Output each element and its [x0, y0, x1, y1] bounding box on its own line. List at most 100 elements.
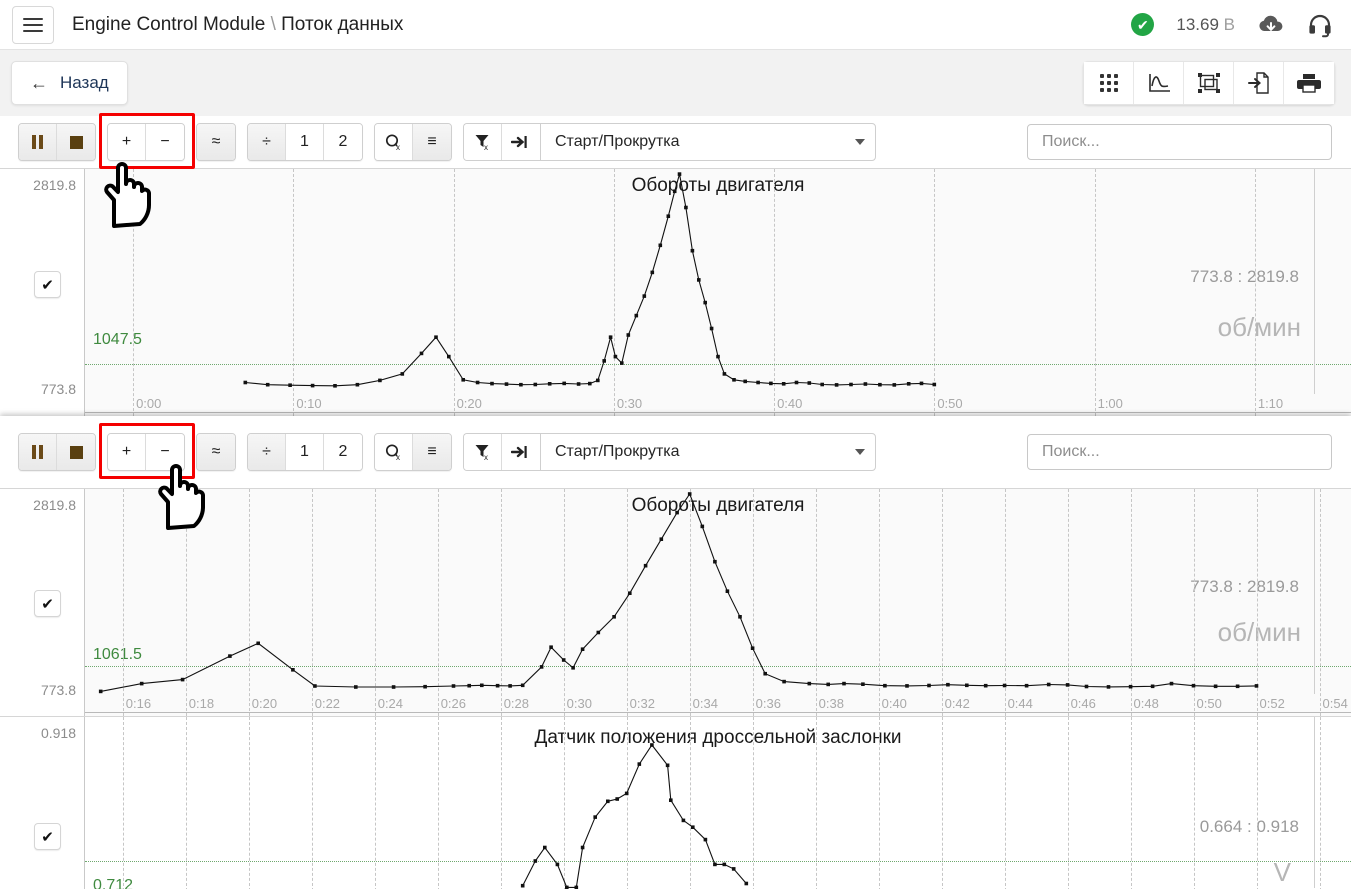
scale-2-button[interactable]: 2 — [324, 434, 362, 470]
threshold-line — [85, 665, 1351, 667]
stop-icon — [69, 135, 83, 149]
panel2-toolbar: + − ≈ ÷ 1 2 x — [0, 416, 1351, 488]
panel2-tps-series-checkbox[interactable]: ✔ — [34, 823, 61, 850]
mode-dropdown-value: Старт/Прокрутка — [555, 133, 680, 150]
panel1-unit-label: об/мин — [1217, 312, 1301, 342]
search-placeholder: Поиск... — [1042, 443, 1100, 460]
x-axis-tick: 0:16 — [125, 696, 152, 711]
chart-panel-2: + − ≈ ÷ 1 2 x — [0, 416, 1351, 889]
filter-clear-button[interactable]: x — [464, 124, 502, 160]
gridline-vertical — [1067, 717, 1069, 889]
zoom-out-button[interactable]: − — [146, 124, 184, 160]
gridline-vertical — [133, 169, 135, 416]
panel1-zoom-wrap: + − — [99, 113, 195, 169]
gridline-vertical — [563, 489, 565, 716]
mode-dropdown[interactable]: Старт/Прокрутка — [540, 433, 876, 471]
gridline-vertical — [374, 489, 376, 716]
fit-frame-icon[interactable] — [1184, 62, 1234, 104]
panel2-rpm-series-checkbox[interactable]: ✔ — [34, 590, 61, 617]
jump-to-end-button[interactable] — [502, 124, 540, 160]
gridline-vertical — [311, 489, 313, 716]
panel2-misc-group: x ≡ — [374, 433, 452, 471]
back-button[interactable]: ← Назад — [11, 61, 128, 105]
approximate-button[interactable]: ≈ — [197, 434, 235, 470]
gridline-vertical — [293, 169, 295, 416]
panel1-y-axis: 2819.8 773.8 ✔ — [0, 169, 85, 416]
breadcrumb-separator: \ — [270, 13, 276, 35]
status-area: ✔ 13.69 В — [1131, 12, 1351, 38]
list-menu-button[interactable]: ≡ — [413, 124, 451, 160]
hamburger-icon[interactable] — [12, 5, 54, 44]
approximate-button[interactable]: ≈ — [197, 124, 235, 160]
gridline-vertical — [185, 489, 187, 716]
headset-icon[interactable] — [1307, 12, 1333, 38]
filter-clear-button[interactable]: x — [464, 434, 502, 470]
panel2-zoom-group: + − — [107, 433, 185, 471]
x-axis-tick: 0:48 — [1133, 696, 1159, 711]
graph-view-icon[interactable] — [1134, 62, 1184, 104]
panel1-series-checkbox[interactable]: ✔ — [34, 271, 61, 298]
voltage-value: 13.69 — [1176, 14, 1219, 34]
panel2-tps-unit-label: V — [1273, 857, 1291, 887]
search-input[interactable]: Поиск... — [1027, 124, 1332, 160]
gridline-vertical — [878, 717, 880, 889]
panel1-approx-group: ≈ — [196, 123, 236, 161]
panel2-tps-ymax-label: 0.918 — [40, 725, 76, 741]
scale-1-button[interactable]: 1 — [286, 124, 324, 160]
svg-text:x: x — [484, 453, 488, 461]
pause-button[interactable] — [19, 434, 57, 470]
x-axis-tick: 0:28 — [503, 696, 529, 711]
panel1-filter-buttons: x — [463, 123, 540, 161]
panel2-tps-plot[interactable]: Датчик положения дроссельной заслонки 0.… — [85, 717, 1351, 889]
gridline-vertical — [1193, 489, 1195, 716]
check-circle-icon: ✔ — [1131, 13, 1155, 36]
x-axis-tick: 0:44 — [1007, 696, 1033, 711]
panel1-ymax-label: 2819.8 — [33, 177, 76, 193]
grid-view-icon[interactable] — [1084, 62, 1134, 104]
panel2-scale-group: ÷ 1 2 — [247, 433, 363, 471]
stop-button[interactable] — [57, 124, 95, 160]
x-axis-tick: 0:40 — [881, 696, 907, 711]
pause-button[interactable] — [19, 124, 57, 160]
gridline-vertical — [248, 489, 250, 716]
x-axis-tick: 0:30 — [566, 696, 592, 711]
divide-button[interactable]: ÷ — [248, 124, 286, 160]
zoom-in-button[interactable]: + — [108, 434, 146, 470]
zoom-in-button[interactable]: + — [108, 124, 146, 160]
gridline-vertical — [1319, 717, 1321, 889]
panel1-plot[interactable]: Обороты двигателя 773.8 : 2819.8 об/мин … — [85, 169, 1351, 416]
gridline-vertical — [437, 717, 439, 889]
jump-to-end-button[interactable] — [502, 434, 540, 470]
stop-button[interactable] — [57, 434, 95, 470]
x-axis-tick: 0:30 — [616, 396, 643, 411]
clear-data-button[interactable]: x — [375, 124, 413, 160]
mode-dropdown[interactable]: Старт/Прокрутка — [540, 123, 876, 161]
zoom-out-button[interactable]: − — [146, 434, 184, 470]
voltage-unit: В — [1223, 14, 1235, 34]
x-axis-tick: 0:42 — [944, 696, 970, 711]
gridline-vertical — [1130, 489, 1132, 716]
svg-text:x: x — [484, 143, 488, 151]
gridline-vertical — [1004, 717, 1006, 889]
x-axis-tick: 1:10 — [1257, 396, 1284, 411]
scale-1-button[interactable]: 1 — [286, 434, 324, 470]
scale-2-button[interactable]: 2 — [324, 124, 362, 160]
panel1-chart-row: 2819.8 773.8 ✔ Обороты двигателя 773.8 :… — [0, 168, 1351, 416]
x-axis-tick: 0:32 — [629, 696, 655, 711]
print-icon[interactable] — [1284, 62, 1334, 104]
x-axis-tick: 0:40 — [777, 396, 803, 411]
list-menu-button[interactable]: ≡ — [413, 434, 451, 470]
search-input[interactable]: Поиск... — [1027, 434, 1332, 470]
x-axis-tick: 0:20 — [456, 396, 482, 411]
gridline-vertical — [437, 489, 439, 716]
export-file-icon[interactable] — [1234, 62, 1284, 104]
panel2-rpm-plot[interactable]: Обороты двигателя 773.8 : 2819.8 об/мин … — [85, 489, 1351, 716]
gridline-vertical — [941, 717, 943, 889]
gridline-vertical — [1256, 717, 1258, 889]
x-axis-tick: 0:54 — [1322, 696, 1348, 711]
panel2-rpm-unit-label: об/мин — [1217, 617, 1301, 647]
cloud-download-icon[interactable] — [1257, 15, 1285, 35]
divide-button[interactable]: ÷ — [248, 434, 286, 470]
clear-data-button[interactable]: x — [375, 434, 413, 470]
gridline-vertical — [815, 489, 817, 716]
